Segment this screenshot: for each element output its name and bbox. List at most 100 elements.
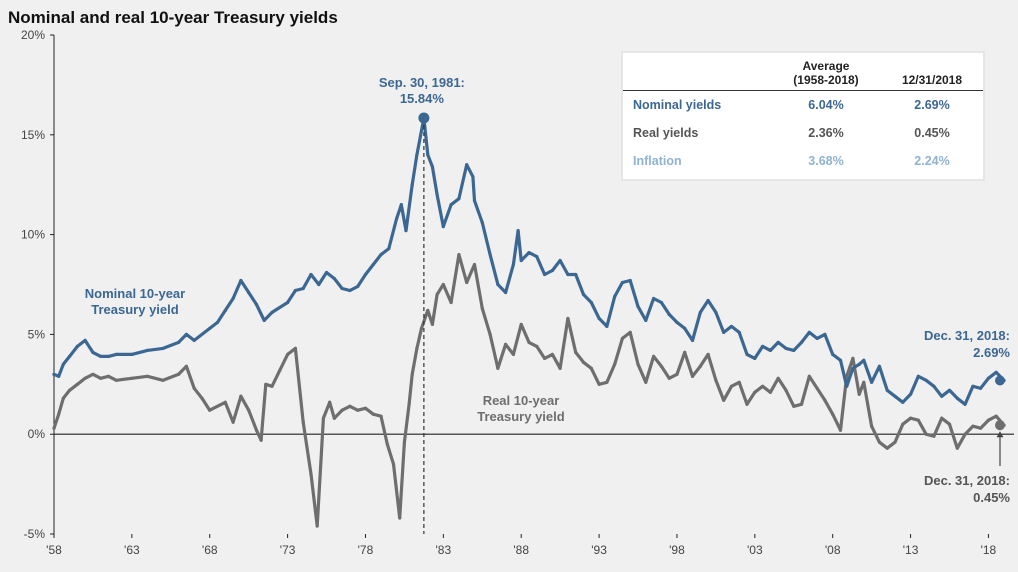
nominal-data-point xyxy=(581,292,586,297)
real-data-point xyxy=(348,404,352,408)
nominal-data-point xyxy=(441,225,445,229)
nominal-data-point xyxy=(667,312,671,317)
real-series-label-line: Real 10-year xyxy=(483,393,560,408)
real-data-point xyxy=(293,346,297,350)
nominal-data-point xyxy=(916,374,920,378)
nominal-data-point xyxy=(231,296,235,301)
nominal-data-point xyxy=(161,346,165,350)
table-row-label: Inflation xyxy=(633,154,682,168)
real-data-point xyxy=(315,524,319,528)
real-data-point xyxy=(628,330,632,335)
real-data-point xyxy=(831,412,835,416)
real-data-point xyxy=(667,376,671,380)
y-tick-label: -5% xyxy=(24,527,46,541)
nominal-data-point xyxy=(714,310,718,315)
real-data-point xyxy=(776,376,780,380)
nominal-data-point xyxy=(404,229,408,233)
real-data-point xyxy=(259,438,263,442)
real-end-arrow-head xyxy=(996,431,1004,438)
nominal-data-point xyxy=(516,229,520,233)
real-data-point xyxy=(192,386,196,390)
nominal-data-point xyxy=(399,203,403,207)
real-data-point xyxy=(566,316,570,321)
real-end-label-line: Dec. 31, 2018: xyxy=(924,473,1010,488)
nominal-data-point xyxy=(215,320,220,325)
nominal-data-point xyxy=(620,280,625,285)
real-data-point xyxy=(574,350,578,354)
real-data-point xyxy=(465,280,469,285)
real-data-point xyxy=(706,352,710,356)
real-data-point xyxy=(857,392,861,396)
real-data-point xyxy=(986,418,991,422)
real-data-point xyxy=(61,396,65,400)
real-data-point xyxy=(106,374,111,378)
nominal-data-point xyxy=(698,310,702,315)
nominal-data-point xyxy=(963,402,967,406)
nominal-data-point xyxy=(955,396,959,400)
nominal-data-point xyxy=(597,316,601,321)
table-row-label: Nominal yields xyxy=(633,98,722,112)
nominal-data-point xyxy=(99,354,103,358)
real-data-point xyxy=(278,368,282,372)
real-data-point xyxy=(535,344,539,348)
real-data-point xyxy=(371,412,375,416)
nominal-data-point xyxy=(851,366,855,370)
nominal-data-point xyxy=(379,252,383,257)
nominal-data-point xyxy=(799,340,804,344)
nominal-data-point xyxy=(542,272,547,277)
real-data-point xyxy=(644,380,648,384)
real-data-point xyxy=(239,394,243,398)
nominal-data-point xyxy=(535,254,539,259)
real-data-point xyxy=(208,408,212,412)
nominal-data-point xyxy=(550,268,554,273)
nominal-data-point xyxy=(395,217,399,221)
nominal-data-point xyxy=(247,290,251,295)
real-data-point xyxy=(254,428,259,432)
real-data-point xyxy=(301,420,305,424)
real-data-point xyxy=(675,372,679,376)
real-data-point xyxy=(332,416,336,420)
real-data-point xyxy=(613,362,617,366)
nominal-data-point xyxy=(706,298,710,303)
real-data-point xyxy=(504,342,508,346)
nominal-data-point xyxy=(254,302,259,307)
real-data-point xyxy=(901,422,905,426)
real-data-point xyxy=(799,402,804,406)
real-data-point xyxy=(356,408,360,412)
real-data-point xyxy=(908,416,913,420)
nominal-data-point xyxy=(753,356,757,360)
nominal-data-point xyxy=(348,288,352,293)
nominal-data-point xyxy=(877,364,882,368)
real-data-point xyxy=(550,352,554,356)
real-data-point xyxy=(527,340,531,344)
nominal-end-label-line: Dec. 31, 2018: xyxy=(924,328,1010,343)
table-row: Inflation 3.68% 2.24% xyxy=(623,147,983,175)
nominal-data-point xyxy=(309,272,313,277)
real-data-point xyxy=(885,446,889,450)
x-tick-label: '58 xyxy=(46,543,62,557)
nominal-data-point xyxy=(845,384,849,388)
table-cell-current: 2.24% xyxy=(914,154,950,168)
nominal-data-point xyxy=(901,400,905,404)
real-data-point xyxy=(753,390,757,394)
nominal-data-point xyxy=(870,380,874,384)
nominal-data-point xyxy=(387,246,391,251)
nominal-data-point xyxy=(768,348,772,352)
table-cell-average: 6.04% xyxy=(808,98,844,112)
real-data-point xyxy=(870,424,874,428)
nominal-data-point xyxy=(67,354,72,358)
x-tick-label: '08 xyxy=(825,543,841,557)
real-data-point xyxy=(321,416,326,420)
nominal-data-point xyxy=(286,300,290,305)
nominal-data-point xyxy=(994,370,998,374)
nominal-data-point xyxy=(815,336,819,340)
real-data-point xyxy=(729,384,734,388)
axes: -5% 0% 5% 10% 15% 20% '58 '63 '68 '73 '78 '83 '88 '93… xyxy=(21,28,1014,557)
nominal-data-point xyxy=(589,300,593,305)
nominal-data-point xyxy=(371,262,375,267)
nominal-data-point xyxy=(636,304,640,309)
real-data-point xyxy=(893,440,897,444)
nominal-series-label: Nominal 10-year Treasury yield xyxy=(85,286,185,317)
nominal-end-label-line: 2.69% xyxy=(973,345,1010,360)
real-data-point xyxy=(947,422,952,426)
